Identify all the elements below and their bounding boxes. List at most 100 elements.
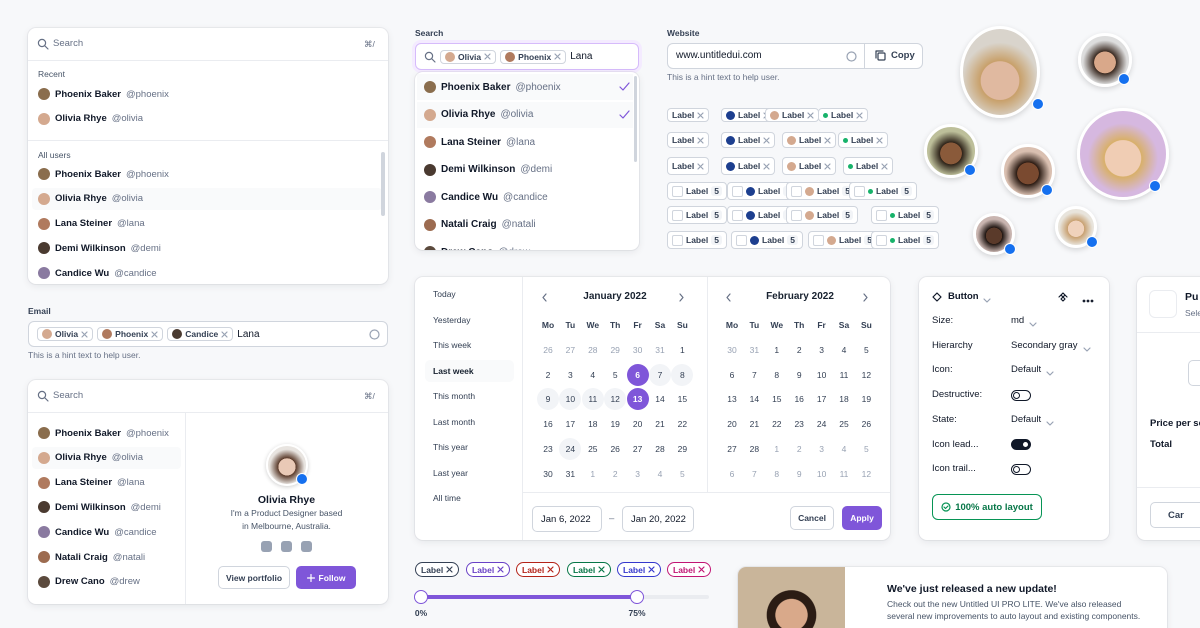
- day[interactable]: 8: [766, 364, 788, 386]
- day[interactable]: 21: [743, 413, 765, 435]
- day[interactable]: 9: [788, 364, 810, 386]
- tag-input[interactable]: Olivia Phoenix Candice Lana: [28, 321, 388, 347]
- day[interactable]: 3: [559, 364, 581, 386]
- day[interactable]: 19: [855, 388, 877, 410]
- day[interactable]: 24: [811, 413, 833, 435]
- day[interactable]: 30: [537, 463, 559, 485]
- user-row[interactable]: Olivia Rhye @olivia: [424, 108, 533, 122]
- day[interactable]: 22: [671, 413, 693, 435]
- day[interactable]: 4: [649, 463, 671, 485]
- user-row[interactable]: Lana Steiner @lana: [424, 135, 535, 149]
- user-row[interactable]: Olivia Rhye @olivia: [38, 451, 143, 465]
- day[interactable]: 7: [743, 364, 765, 386]
- day[interactable]: 30: [627, 339, 649, 361]
- day[interactable]: 12: [855, 364, 877, 386]
- url-input[interactable]: www.untitledui.com Copy: [667, 43, 923, 69]
- user-row[interactable]: Lana Steiner @lana: [38, 217, 145, 231]
- day[interactable]: 28: [649, 438, 671, 460]
- toggle[interactable]: [1011, 389, 1031, 401]
- day[interactable]: 25: [582, 438, 604, 460]
- day[interactable]: 16: [788, 388, 810, 410]
- day[interactable]: 9: [788, 463, 810, 485]
- day[interactable]: 31: [649, 339, 671, 361]
- user-row[interactable]: Demi Wilkinson @demi: [424, 163, 552, 177]
- day[interactable]: 14: [649, 388, 671, 410]
- user-row[interactable]: Demi Wilkinson @demi: [38, 241, 161, 255]
- user-row[interactable]: Phoenix Baker @phoenix: [38, 87, 169, 101]
- user-row[interactable]: Phoenix Baker @phoenix: [38, 426, 169, 440]
- day[interactable]: 14: [743, 388, 765, 410]
- day[interactable]: 6: [721, 364, 743, 386]
- day[interactable]: 4: [833, 339, 855, 361]
- day[interactable]: 27: [559, 339, 581, 361]
- date-input[interactable]: Jan 6, 2022: [532, 506, 602, 532]
- day[interactable]: 23: [537, 438, 559, 460]
- day[interactable]: 31: [743, 339, 765, 361]
- day[interactable]: 11: [833, 463, 855, 485]
- day[interactable]: 1: [766, 339, 788, 361]
- toggle[interactable]: [1011, 463, 1031, 475]
- day[interactable]: 19: [604, 413, 626, 435]
- day[interactable]: 25: [833, 413, 855, 435]
- auto-layout-badge[interactable]: 100% auto layout: [932, 494, 1042, 520]
- day[interactable]: 24: [559, 437, 582, 460]
- tag-input[interactable]: Olivia Phoenix Lana: [415, 43, 639, 70]
- day[interactable]: 10: [811, 364, 833, 386]
- social-icon[interactable]: [301, 541, 312, 552]
- user-row[interactable]: Lana Steiner @lana: [38, 476, 145, 490]
- cancel-button[interactable]: Cancel: [790, 506, 834, 530]
- day[interactable]: 8: [671, 363, 694, 386]
- day[interactable]: 1: [766, 438, 788, 460]
- day[interactable]: 4: [833, 438, 855, 460]
- toggle[interactable]: [1011, 439, 1031, 450]
- slider-thumb[interactable]: [630, 590, 644, 604]
- day[interactable]: 1: [671, 339, 693, 361]
- slider-thumb[interactable]: [414, 590, 428, 604]
- day[interactable]: 5: [604, 364, 626, 386]
- day[interactable]: 30: [721, 339, 743, 361]
- apply-button[interactable]: Apply: [842, 506, 882, 530]
- day[interactable]: 27: [721, 438, 743, 460]
- day[interactable]: 20: [627, 413, 649, 435]
- day[interactable]: 10: [811, 463, 833, 485]
- day[interactable]: 17: [559, 413, 581, 435]
- day[interactable]: 12: [855, 463, 877, 485]
- day[interactable]: 20: [721, 413, 743, 435]
- day[interactable]: 26: [604, 438, 626, 460]
- day[interactable]: 2: [537, 364, 559, 386]
- day[interactable]: 6: [721, 463, 743, 485]
- day[interactable]: 26: [855, 413, 877, 435]
- user-row[interactable]: Candice Wu @candice: [424, 190, 548, 204]
- day[interactable]: 4: [582, 364, 604, 386]
- day[interactable]: 2: [604, 463, 626, 485]
- day[interactable]: 22: [766, 413, 788, 435]
- user-row[interactable]: Olivia Rhye @olivia: [38, 112, 143, 126]
- day[interactable]: 29: [671, 438, 693, 460]
- day[interactable]: 9: [537, 388, 559, 411]
- day[interactable]: 31: [559, 463, 581, 485]
- user-row[interactable]: Olivia Rhye @olivia: [38, 192, 143, 206]
- day[interactable]: 6: [626, 363, 649, 386]
- day[interactable]: 13: [721, 388, 743, 410]
- day[interactable]: 18: [582, 413, 604, 435]
- day[interactable]: 10: [559, 388, 582, 411]
- social-icon[interactable]: [261, 541, 272, 552]
- user-row[interactable]: Drew Cano @drew: [424, 245, 530, 250]
- day[interactable]: 8: [766, 463, 788, 485]
- day[interactable]: 18: [833, 388, 855, 410]
- day[interactable]: 23: [788, 413, 810, 435]
- day[interactable]: 21: [649, 413, 671, 435]
- day[interactable]: 15: [671, 388, 693, 410]
- day[interactable]: 3: [811, 339, 833, 361]
- day[interactable]: 13: [626, 388, 649, 411]
- day[interactable]: 5: [671, 463, 693, 485]
- user-row[interactable]: Drew Cano @drew: [38, 575, 140, 589]
- day[interactable]: 5: [855, 339, 877, 361]
- user-row[interactable]: Candice Wu @candice: [38, 525, 157, 539]
- day[interactable]: 7: [649, 363, 671, 386]
- day[interactable]: 29: [604, 339, 626, 361]
- day[interactable]: 11: [833, 364, 855, 386]
- day[interactable]: 16: [537, 413, 559, 435]
- date-input[interactable]: Jan 20, 2022: [622, 506, 694, 532]
- day[interactable]: 7: [743, 463, 765, 485]
